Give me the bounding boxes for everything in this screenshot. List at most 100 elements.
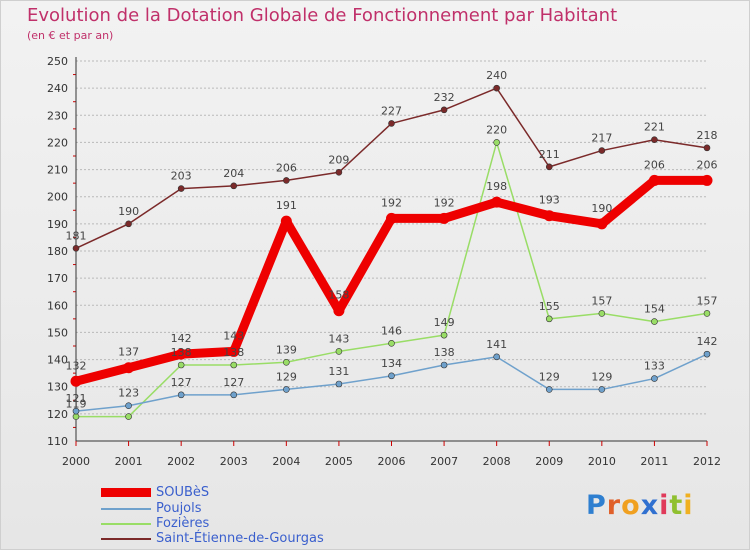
point-soubes-2012 (701, 174, 713, 186)
logo-letter: r (606, 490, 622, 521)
point-fozieres-2004 (283, 358, 290, 366)
point-soubes-2010 (596, 218, 608, 230)
x-tick-label-2000: 2000 (62, 455, 90, 468)
point-fozieres-2008 (493, 139, 500, 146)
y-tick-label-190: 190 (47, 218, 68, 231)
point-saint-etienne-de-gourgas-2003 (230, 182, 238, 190)
data-label-soubes-2001: 137 (118, 346, 139, 359)
point-saint-etienne-de-gourgas-2006 (388, 120, 395, 127)
point-poujols-2011 (651, 375, 658, 382)
x-tick-label-2011: 2011 (640, 455, 668, 468)
point-poujols-2005 (335, 380, 343, 388)
chart-subtitle: (en € et par an) (27, 29, 114, 42)
x-tick-label-2006: 2006 (378, 455, 406, 468)
legend-swatch-poujols (101, 507, 151, 510)
data-label-poujols-2008: 141 (486, 338, 507, 351)
legend-item-saint-etienne[interactable]: Saint-Étienne-de-Gourgas (101, 531, 324, 546)
legend-item-soubes[interactable]: SOUBèS (101, 485, 209, 500)
legend-item-fozieres[interactable]: Fozières (101, 516, 209, 531)
legend-swatch-saint-etienne (101, 537, 151, 540)
data-label-poujols-2009: 129 (539, 370, 560, 383)
point-soubes-2011 (648, 174, 660, 186)
point-poujols-2003 (230, 391, 238, 399)
y-tick-label-150: 150 (47, 326, 68, 339)
proxiti-logo: Proxiti (586, 490, 694, 521)
x-tick-label-2002: 2002 (167, 455, 195, 468)
data-label-soubes-2002: 142 (171, 332, 192, 345)
legend-label-saint-etienne: Saint-Étienne-de-Gourgas (156, 531, 324, 546)
data-label-poujols-2001: 123 (118, 387, 139, 400)
data-label-soubes-2007: 192 (434, 196, 455, 209)
x-tick-label-2001: 2001 (115, 455, 143, 468)
x-tick-label-2005: 2005 (325, 455, 353, 468)
legend-label-poujols: Poujols (156, 501, 202, 516)
point-poujols-2002 (177, 391, 185, 399)
y-tick-label-230: 230 (47, 109, 68, 122)
data-label-fozieres-2009: 155 (539, 300, 560, 313)
point-saint-etienne-de-gourgas-2010 (598, 147, 606, 154)
point-saint-etienne-de-gourgas-2004 (283, 177, 290, 184)
data-label-fozieres-2003: 138 (223, 346, 244, 359)
y-tick-label-130: 130 (47, 381, 68, 394)
point-saint-etienne-de-gourgas-2009 (545, 163, 553, 171)
point-soubes-2009 (543, 210, 555, 222)
point-saint-etienne-de-gourgas-2008 (493, 84, 500, 92)
data-label-poujols-2002: 127 (171, 376, 192, 389)
data-label-saint-etienne-de-gourgas-2006: 227 (381, 104, 402, 117)
y-tick-label-180: 180 (47, 245, 68, 258)
data-label-saint-etienne-de-gourgas-2009: 211 (539, 148, 560, 161)
y-tick-label-250: 250 (47, 55, 68, 68)
logo-letter: t (669, 490, 684, 521)
data-label-saint-etienne-de-gourgas-2001: 190 (118, 205, 139, 218)
point-poujols-2006 (388, 372, 395, 380)
data-label-saint-etienne-de-gourgas-2011: 221 (644, 121, 665, 134)
legend-swatch-soubes (101, 488, 151, 497)
data-label-soubes-2005: 158 (328, 289, 349, 302)
legend-label-soubes: SOUBèS (156, 485, 210, 500)
point-soubes-2006 (386, 212, 397, 224)
y-tick-label-160: 160 (47, 299, 68, 312)
point-poujols-2001 (125, 402, 132, 410)
y-tick-label-170: 170 (47, 272, 68, 285)
point-soubes-2008 (491, 196, 503, 208)
point-saint-etienne-de-gourgas-2007 (440, 106, 448, 114)
data-label-soubes-2010: 190 (591, 202, 612, 215)
data-label-fozieres-2000: 119 (66, 398, 87, 411)
data-label-saint-etienne-de-gourgas-2002: 203 (171, 170, 192, 183)
data-label-fozieres-2002: 138 (171, 346, 192, 359)
data-label-saint-etienne-de-gourgas-2004: 206 (276, 161, 297, 174)
point-poujols-2008 (493, 353, 500, 361)
data-label-poujols-2004: 129 (276, 370, 297, 383)
data-label-poujols-2003: 127 (223, 376, 244, 389)
point-fozieres-2012 (703, 310, 711, 317)
legend-label-fozieres: Fozières (156, 516, 210, 531)
point-fozieres-2010 (598, 310, 606, 317)
y-tick-label-210: 210 (47, 164, 68, 177)
chart-title: Evolution de la Dotation Globale de Fonc… (27, 5, 618, 26)
data-label-soubes-2011: 206 (644, 158, 665, 171)
point-fozieres-2011 (651, 318, 658, 325)
data-label-soubes-2006: 192 (381, 196, 402, 209)
data-label-soubes-2009: 193 (539, 194, 560, 207)
logo-letter: x (640, 490, 660, 521)
point-poujols-2000 (72, 407, 80, 415)
y-tick-label-140: 140 (47, 354, 68, 367)
point-saint-etienne-de-gourgas-2001 (125, 220, 132, 228)
point-fozieres-2006 (388, 339, 395, 347)
data-label-soubes-2000: 132 (66, 359, 87, 372)
data-label-poujols-2011: 133 (644, 360, 665, 373)
point-fozieres-2000 (72, 413, 80, 420)
data-label-saint-etienne-de-gourgas-2003: 204 (223, 167, 244, 180)
y-tick-label-110: 110 (47, 435, 68, 448)
logo-letter: o (621, 490, 641, 521)
legend-item-poujols[interactable]: Poujols (101, 501, 202, 516)
point-fozieres-2003 (230, 361, 238, 369)
data-label-saint-etienne-de-gourgas-2007: 232 (434, 91, 455, 104)
data-labels: 181 190 203 204 206 209 227 232 240 211 217 221 218 1… (66, 69, 718, 410)
data-label-poujols-2010: 129 (591, 370, 612, 383)
data-label-fozieres-2006: 146 (381, 324, 402, 337)
point-saint-etienne-de-gourgas-2000 (72, 244, 80, 252)
data-label-poujols-2005: 131 (328, 365, 349, 378)
